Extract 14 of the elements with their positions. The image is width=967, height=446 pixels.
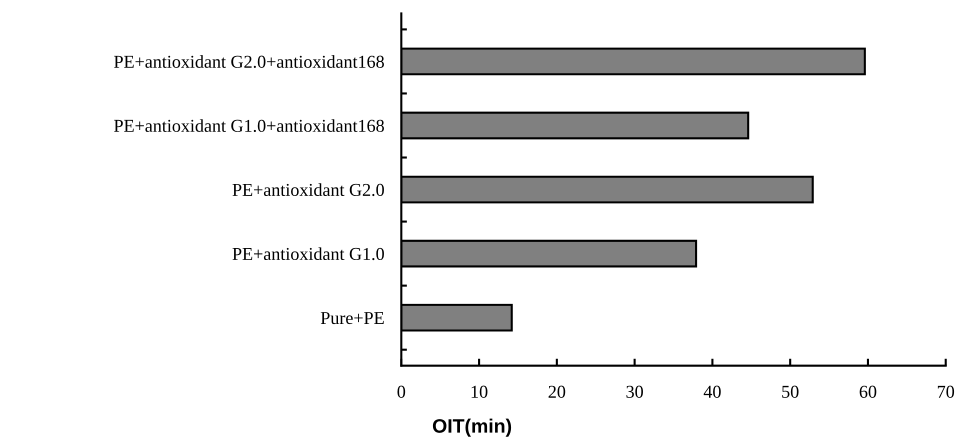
x-tick-label: 60: [860, 386, 876, 398]
x-tick-label: 20: [548, 386, 566, 398]
y-tick-label: PE+antioxidant G1.0: [232, 247, 384, 260]
x-tick-label: 10: [472, 386, 488, 398]
x-tick-label: 40: [704, 386, 721, 398]
y-tick-label: PE+antioxidant G1.0+antioxidant168: [114, 119, 384, 132]
x-axis-title: OIT(min): [432, 418, 512, 437]
y-tick-label: PE+antioxidant G2.0+antioxidant168: [114, 55, 384, 68]
y-tick-label: Pure+PE: [320, 312, 384, 324]
y-tick-label: PE+antioxidant G2.0: [232, 183, 384, 196]
x-tick-label: 0: [397, 386, 406, 398]
x-tick-label: 70: [938, 386, 954, 398]
x-tick-label: 30: [626, 386, 643, 398]
x-tick-label: 50: [782, 386, 799, 398]
